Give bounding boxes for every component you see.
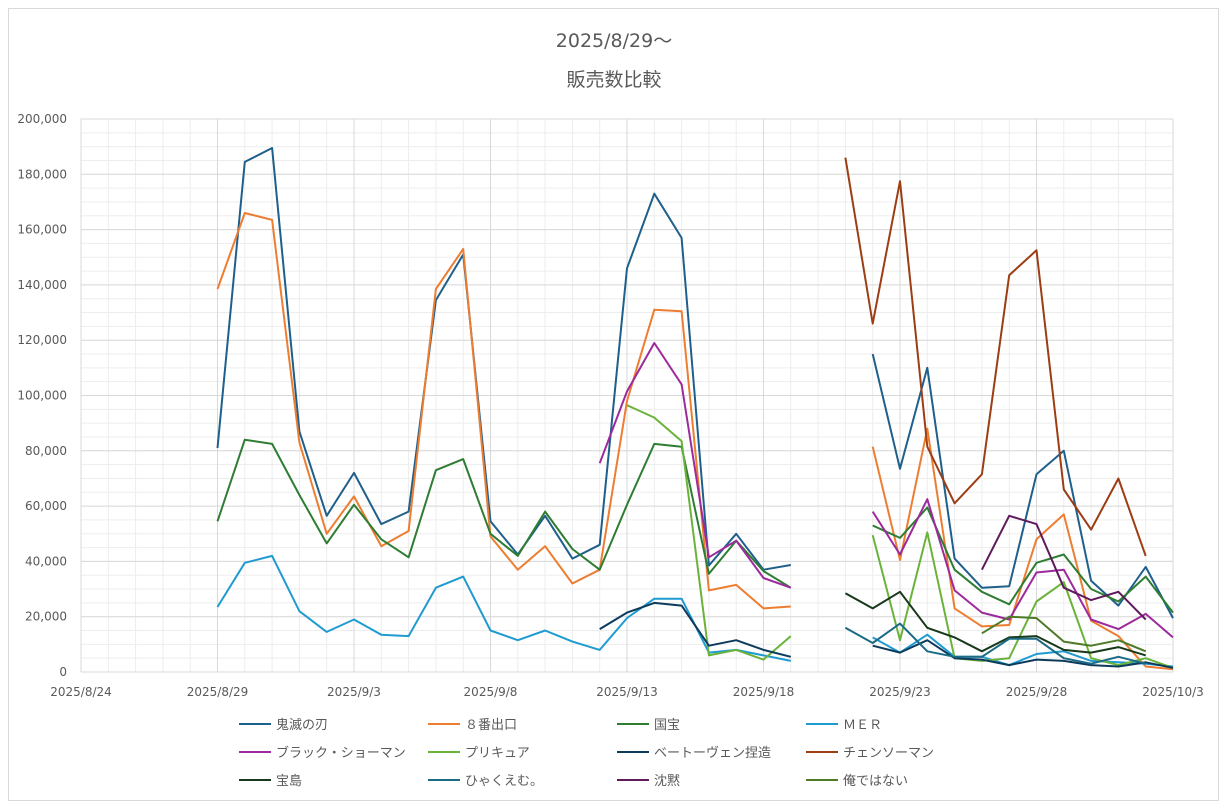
y-tick-label: 100,000 [17, 389, 67, 403]
series-line [216, 147, 1174, 619]
x-axis-ticks: 2025/8/24 2025/8/29 2025/9/3 2025/9/8 2025/9… [50, 685, 1204, 699]
series-line [844, 157, 1147, 557]
legend-label: ブラック・ショーマン [276, 745, 406, 761]
legend-label: プリキュア [465, 746, 530, 761]
series-line [844, 590, 1146, 657]
y-tick-label: 200,000 [17, 112, 67, 126]
series-line [981, 514, 1147, 621]
chart-title: 2025/8/29～ [556, 30, 672, 52]
series-line [216, 212, 1174, 671]
x-tick-label: 2025/8/24 [50, 685, 112, 699]
series-line [844, 622, 1146, 665]
x-tick-label: 2025/9/8 [464, 685, 518, 699]
y-tick-label: 40,000 [25, 554, 67, 568]
x-tick-label: 2025/9/13 [596, 685, 658, 699]
y-tick-label: 60,000 [25, 499, 67, 513]
legend-label: ベートーヴェン捏造 [654, 745, 771, 761]
legend-label: チェンソーマン [843, 746, 934, 761]
x-tick-label: 2025/9/23 [869, 685, 931, 699]
y-tick-label: 160,000 [17, 223, 67, 237]
legend-label: 国宝 [654, 718, 680, 733]
chart-subtitle: 販売数比較 [566, 69, 661, 91]
series-lines [216, 147, 1174, 671]
legend-label: ８番出口 [465, 718, 517, 733]
y-tick-label: 0 [59, 665, 67, 679]
y-tick-label: 180,000 [17, 167, 67, 181]
x-tick-label: 2025/9/28 [1006, 685, 1068, 699]
y-tick-label: 20,000 [25, 610, 67, 624]
series-line [981, 615, 1147, 653]
legend-label: 俺ではない [843, 774, 908, 789]
y-tick-label: 140,000 [17, 278, 67, 292]
sales-line-chart: 2025/8/29～ 販売数比較 0 20,000 40,000 60,000 80,0… [17, 30, 1204, 789]
legend-label: 沈黙 [654, 774, 680, 789]
x-tick-label: 2025/10/3 [1142, 685, 1204, 699]
legend-label: ＭＥＲ [843, 718, 882, 733]
chart-frame: 2025/8/29～ 販売数比較 0 20,000 40,000 60,000 80,0… [8, 8, 1219, 801]
major-gridlines [80, 118, 1174, 673]
x-tick-label: 2025/9/18 [733, 685, 795, 699]
legend: 鬼滅の刃 ８番出口 国宝 ＭＥＲ ブラック・ショーマン プリキュア ベートーヴェン捏造 チェン… [239, 717, 934, 789]
y-tick-label: 120,000 [17, 333, 67, 347]
x-tick-label: 2025/8/29 [187, 685, 249, 699]
y-axis-ticks: 0 20,000 40,000 60,000 80,000 100,000 120,000 1… [17, 112, 67, 679]
y-tick-label: 80,000 [25, 444, 67, 458]
x-tick-label: 2025/9/3 [327, 685, 381, 699]
series-line [598, 342, 1174, 639]
legend-label: ひゃくえむ。 [465, 774, 543, 789]
legend-label: 鬼滅の刃 [276, 717, 328, 733]
series-line [599, 601, 1174, 669]
legend-label: 宝島 [276, 774, 302, 789]
series-line [626, 404, 1174, 669]
